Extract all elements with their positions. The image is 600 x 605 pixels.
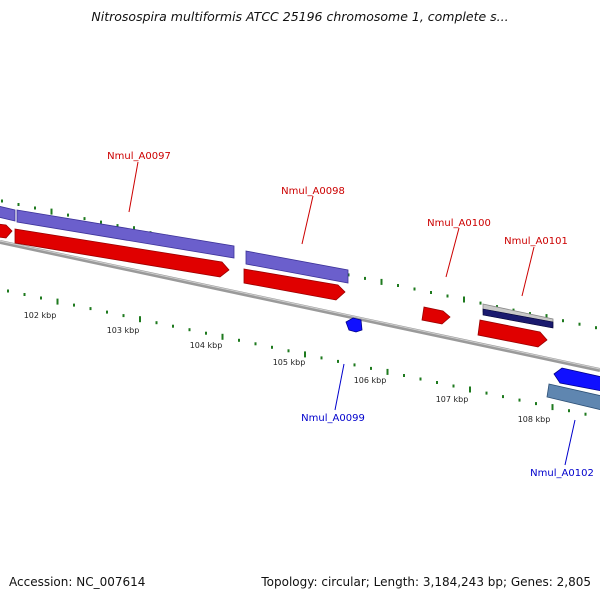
gene-label-nmul-a0102[interactable]: Nmul_A0102 [530, 468, 594, 479]
scale-labels: 102 kbp 103 kbp 104 kbp 105 kbp 106 kbp … [24, 311, 551, 424]
scale-label: 104 kbp [190, 341, 223, 350]
gene-label-nmul-a0100[interactable]: Nmul_A0100 [427, 218, 491, 229]
scale-label: 102 kbp [24, 311, 57, 320]
gene-label-nmul-a0101[interactable]: Nmul_A0101 [504, 236, 568, 247]
gene-feature-nmul-a0097[interactable] [16, 209, 235, 259]
gene-feature-left-edge[interactable] [0, 206, 16, 222]
leader-nmul-a0097 [128, 161, 139, 213]
inner-tick-track [7, 289, 587, 416]
leader-nmul-a0098 [301, 195, 314, 245]
cds-feature-nmul-a0100[interactable] [421, 306, 451, 325]
leader-nmul-a0102 [564, 419, 576, 466]
leader-nmul-a0099 [334, 363, 345, 411]
cds-feature-left-edge[interactable] [0, 223, 13, 239]
gene-feature-nmul-a0102[interactable] [546, 383, 600, 410]
scale-label: 107 kbp [436, 395, 469, 404]
cds-feature-nmul-a0099[interactable] [345, 317, 363, 333]
cds-feature-nmul-a0098[interactable] [243, 268, 346, 301]
gene-feature-nmul-a0098[interactable] [245, 250, 349, 284]
gene-feature-nmul-a0101[interactable] [482, 308, 554, 329]
backbone-line [0, 240, 600, 372]
gene-label-nmul-a0098[interactable]: Nmul_A0098 [281, 186, 345, 197]
backbone-highlight [0, 240, 600, 370]
page-title: Nitrosospira multiformis ATCC 25196 chro… [91, 9, 509, 24]
scale-label: 103 kbp [107, 326, 140, 335]
accession-text: Accession: NC_007614 [9, 575, 146, 589]
scale-label: 108 kbp [518, 415, 551, 424]
cds-feature-nmul-a0102[interactable] [553, 367, 600, 392]
gene-label-nmul-a0097[interactable]: Nmul_A0097 [107, 151, 171, 162]
leader-nmul-a0101 [521, 246, 535, 297]
cds-feature-nmul-a0097[interactable] [14, 228, 230, 278]
leader-nmul-a0100 [445, 227, 460, 278]
cds-feature-nmul-a0101[interactable] [477, 319, 548, 348]
topology-summary: Topology: circular; Length: 3,184,243 bp… [261, 575, 591, 589]
scale-label: 106 kbp [354, 376, 387, 385]
gene-label-nmul-a0099[interactable]: Nmul_A0099 [301, 413, 365, 424]
scale-label: 105 kbp [273, 358, 306, 367]
